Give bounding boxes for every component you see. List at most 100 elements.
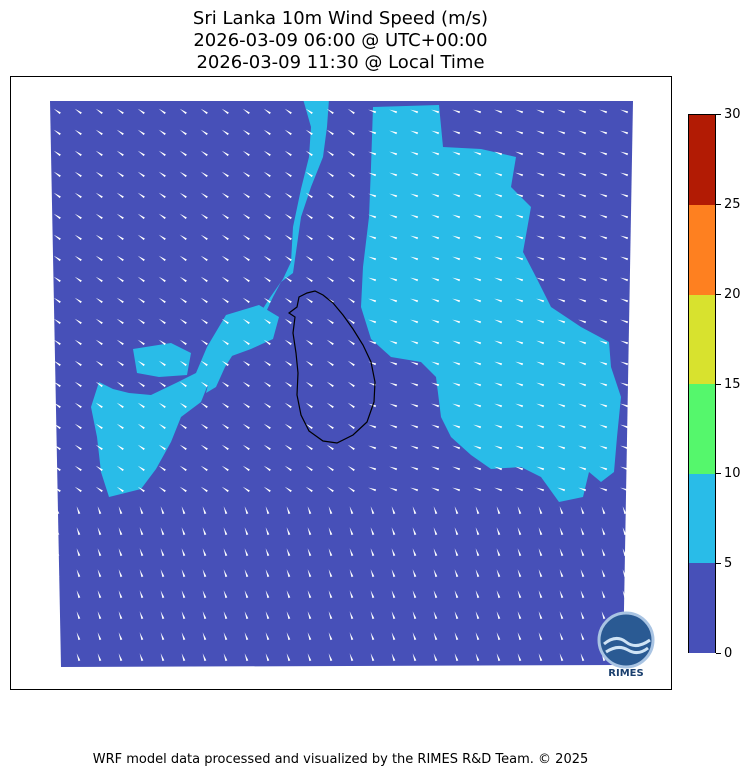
wind-arrow <box>202 590 207 599</box>
wind-arrow <box>410 256 419 261</box>
wind-arrow <box>557 151 566 156</box>
wind-arrow <box>473 361 482 366</box>
wind-arrow <box>242 423 250 430</box>
wind-arrow <box>242 255 250 262</box>
wind-arrow <box>305 381 313 388</box>
wind-arrow <box>347 234 355 241</box>
wind-arrow <box>55 632 60 641</box>
wind-arrow <box>391 632 396 641</box>
wind-arrow <box>347 276 355 283</box>
wind-arrow <box>137 465 145 472</box>
wind-arrow <box>494 277 503 282</box>
wind-arrow <box>620 298 629 303</box>
wind-arrow <box>389 214 398 219</box>
wind-arrow <box>221 444 229 451</box>
wind-arrow <box>74 402 82 409</box>
wind-arrow <box>473 130 482 135</box>
wind-arrow <box>368 445 377 450</box>
wind-arrow <box>200 381 208 388</box>
wind-arrow <box>328 548 333 557</box>
wind-arrow <box>160 590 165 599</box>
wind-arrow <box>599 130 608 135</box>
wind-arrow <box>202 569 207 578</box>
wind-arrow <box>116 360 124 367</box>
wind-arrow <box>200 486 208 493</box>
wind-arrow <box>179 465 187 472</box>
wind-arrow <box>181 590 186 599</box>
wind-arrow <box>347 486 355 493</box>
wind-arrow <box>74 129 82 136</box>
wind-arrow <box>433 611 438 620</box>
wind-arrow <box>179 234 187 241</box>
wind-arrow <box>599 466 608 471</box>
wind-arrow <box>622 527 627 536</box>
wind-arrow <box>431 445 440 450</box>
wind-arrow <box>200 171 208 178</box>
wind-arrow <box>221 171 229 178</box>
wind-arrow <box>538 653 543 662</box>
wind-arrow <box>431 298 440 303</box>
wind-arrow <box>242 318 250 325</box>
wind-arrow <box>139 611 144 620</box>
wind-arrow <box>326 150 334 157</box>
wind-arrow <box>179 402 187 409</box>
sri-lanka-coastline <box>287 290 376 444</box>
wind-arrow <box>368 487 377 492</box>
wind-arrow <box>494 172 503 177</box>
wind-arrow <box>137 276 145 283</box>
wind-arrow <box>368 319 377 324</box>
wind-arrow <box>494 487 503 492</box>
wind-arrow <box>557 361 566 366</box>
wind-arrow <box>347 297 355 304</box>
wind-arrow <box>454 569 459 578</box>
wind-arrow <box>55 527 60 536</box>
wind-arrow <box>622 506 627 515</box>
wind-arrow <box>389 424 398 429</box>
wind-arrow <box>559 527 564 536</box>
wind-arrow <box>242 486 250 493</box>
wind-arrow <box>202 611 207 620</box>
wind-arrow <box>452 382 461 387</box>
wind-arrow <box>116 423 124 430</box>
wind-arrow <box>475 506 480 515</box>
wind-arrow <box>116 276 124 283</box>
wind-arrow <box>242 381 250 388</box>
wind-arrow <box>221 381 229 388</box>
wind-arrow <box>557 235 566 240</box>
wind-arrow <box>347 129 355 136</box>
wind-arrow <box>95 255 103 262</box>
wind-arrow <box>347 150 355 157</box>
wind-arrow <box>412 506 417 515</box>
wind-arrow <box>97 653 102 662</box>
wind-arrow <box>179 318 187 325</box>
wind-arrow <box>221 339 229 346</box>
wind-arrow <box>326 465 334 472</box>
wind-arrow <box>496 548 501 557</box>
wind-arrow <box>179 171 187 178</box>
wind-arrow <box>410 214 419 219</box>
wind-arrow <box>410 319 419 324</box>
wind-arrow <box>158 444 166 451</box>
wind-arrow <box>53 255 61 262</box>
wind-arrow <box>286 527 291 536</box>
wind-arrow <box>538 632 543 641</box>
wind-arrow <box>95 360 103 367</box>
wind-arrow <box>454 506 459 515</box>
wind-arrow <box>347 255 355 262</box>
wind-arrow <box>515 193 524 198</box>
wind-arrow <box>601 548 606 557</box>
wind-arrow <box>515 214 524 219</box>
wind-arrow <box>473 487 482 492</box>
wind-arrow <box>221 150 229 157</box>
wind-arrow <box>160 653 165 662</box>
wind-arrow <box>179 150 187 157</box>
wind-arrow <box>536 319 545 324</box>
wind-arrow <box>368 382 377 387</box>
wind-arrow <box>431 361 440 366</box>
wind-arrow <box>599 277 608 282</box>
wind-arrow <box>242 108 250 115</box>
wind-arrow <box>263 129 271 136</box>
wind-arrow <box>431 487 440 492</box>
wind-arrow <box>494 235 503 240</box>
wind-arrow <box>620 382 629 387</box>
